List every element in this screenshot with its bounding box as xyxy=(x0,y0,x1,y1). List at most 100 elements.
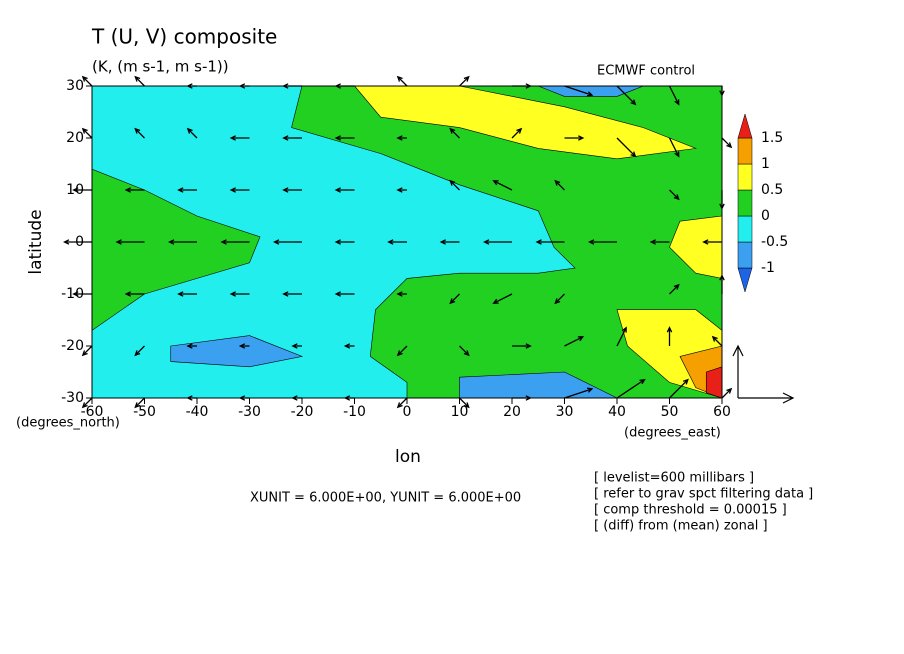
wind-vector xyxy=(449,127,460,139)
wind-vector xyxy=(669,283,680,295)
x-tick-label: 0 xyxy=(403,404,412,420)
wind-vector xyxy=(343,343,355,349)
wind-vector xyxy=(616,326,627,347)
wind-vector xyxy=(669,378,689,399)
wind-vector xyxy=(492,293,513,304)
wind-vector xyxy=(186,127,198,139)
wind-vector xyxy=(535,239,565,245)
wind-vector xyxy=(492,180,513,191)
x-tick-label: -30 xyxy=(238,404,261,420)
colorbar-box xyxy=(737,241,753,269)
wind-vector xyxy=(668,137,680,158)
wind-vector xyxy=(220,239,250,245)
x-tick-label: -60 xyxy=(81,404,104,420)
wind-vector xyxy=(396,135,407,141)
x-tick-label: -40 xyxy=(186,404,209,420)
wind-vector xyxy=(334,187,355,193)
wind-vector xyxy=(564,336,585,347)
wind-vector xyxy=(177,187,197,193)
wind-vector xyxy=(81,345,93,357)
wind-vector xyxy=(459,345,470,357)
wind-vector xyxy=(669,189,680,201)
wind-vector xyxy=(449,293,460,305)
wind-vector xyxy=(124,291,145,297)
wind-vector xyxy=(396,291,407,297)
x-tick-label: 50 xyxy=(661,404,679,420)
wind-vector xyxy=(396,187,407,193)
unit-note: XUNIT = 6.000E+00, YUNIT = 6.000E+00 xyxy=(250,491,521,506)
wind-vector xyxy=(124,187,145,193)
wind-vector xyxy=(387,239,407,245)
wind-vector xyxy=(81,75,93,87)
wind-vector xyxy=(229,187,250,193)
wind-vector xyxy=(649,239,670,245)
y-axis-label: latitude xyxy=(26,209,46,274)
wind-vector xyxy=(668,85,680,106)
y-tick-label: -10 xyxy=(61,286,84,302)
wind-vector xyxy=(396,397,408,409)
wind-vector xyxy=(459,397,470,409)
y-tick-label: -30 xyxy=(61,390,84,406)
wind-vector xyxy=(564,387,594,399)
colorbar-label: -0.5 xyxy=(761,234,788,250)
note: [ levelist=600 millibars ] xyxy=(594,471,754,486)
wind-vector xyxy=(168,239,197,245)
note: [ (diff) from (mean) zonal ] xyxy=(594,519,768,534)
wind-vector xyxy=(229,135,250,141)
wind-vector xyxy=(334,135,355,141)
wind-vector xyxy=(554,179,565,191)
wind-vector xyxy=(81,127,93,139)
wind-vector xyxy=(134,75,145,87)
wind-vector xyxy=(702,239,722,245)
wind-vector xyxy=(238,343,250,349)
x-tick-label: 60 xyxy=(713,404,731,420)
x-tick-label: 40 xyxy=(608,404,626,420)
reference-vector xyxy=(732,344,795,404)
wind-vector xyxy=(186,343,197,349)
wind-vector xyxy=(115,239,145,245)
wind-vector xyxy=(282,291,302,297)
wind-vector xyxy=(134,345,145,357)
colorbar-label: 0.5 xyxy=(761,182,783,198)
source-label: ECMWF control xyxy=(597,64,695,79)
wind-vector xyxy=(511,127,523,139)
y-tick-label: 10 xyxy=(66,182,84,198)
chart-subtitle: (K, (m s-1, m s-1)) xyxy=(92,58,229,76)
wind-vector xyxy=(177,291,197,297)
wind-vector xyxy=(459,75,470,87)
x-tick-label: 30 xyxy=(556,404,574,420)
contour-region xyxy=(705,366,723,399)
y-tick-label: -20 xyxy=(61,338,84,354)
wind-vector xyxy=(721,137,733,149)
contour-region xyxy=(669,215,723,279)
wind-vector xyxy=(134,127,145,139)
x-tick-label: -10 xyxy=(343,404,366,420)
x-axis-label: lon xyxy=(395,447,421,467)
wind-vector xyxy=(666,326,673,346)
colorbar-cap xyxy=(737,113,753,139)
colorbar-label: 1 xyxy=(761,156,770,172)
colorbar-box xyxy=(737,215,753,243)
contour-region xyxy=(91,85,576,399)
wind-vector xyxy=(721,387,733,399)
wind-vector xyxy=(282,187,302,193)
note: [ refer to grav spct filtering data ] xyxy=(594,487,813,502)
wind-vector xyxy=(616,378,646,399)
wind-vector xyxy=(588,239,617,245)
wind-vector xyxy=(134,397,145,409)
wind-vector xyxy=(564,135,585,141)
wind-vector xyxy=(449,179,460,191)
colorbar-box xyxy=(737,189,753,217)
colorbar-box xyxy=(737,163,753,191)
x-tick-label: 10 xyxy=(451,404,469,420)
wind-vector xyxy=(396,75,408,87)
y-tick-label: 0 xyxy=(75,234,84,250)
x-tick-label: 20 xyxy=(503,404,521,420)
colorbar-label: 0 xyxy=(761,208,770,224)
contour-region xyxy=(353,85,697,160)
wind-vector xyxy=(334,239,355,245)
x-tick-label: -20 xyxy=(291,404,314,420)
colorbar-box xyxy=(737,137,753,165)
wind-vector xyxy=(334,291,355,297)
